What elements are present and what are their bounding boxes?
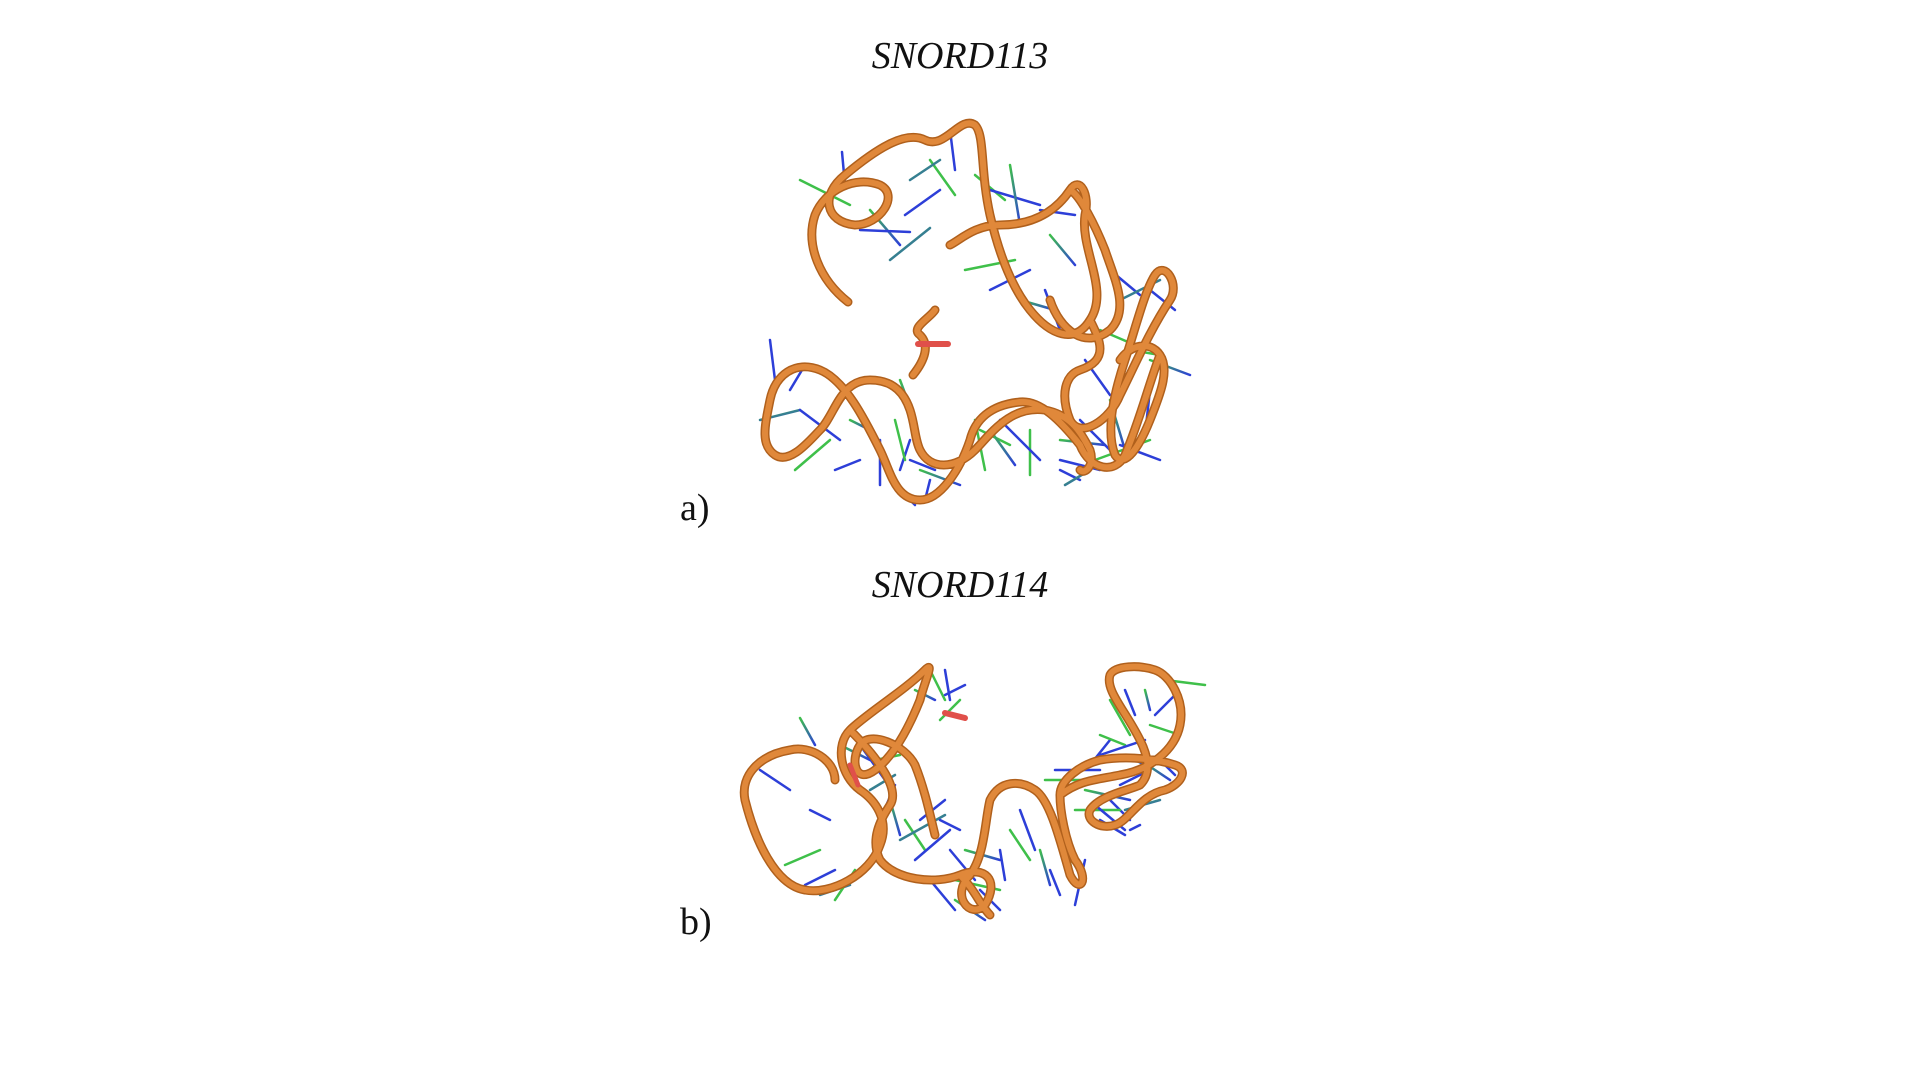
snord114-bases xyxy=(758,668,1207,922)
snord114-terminal-start xyxy=(847,762,861,788)
panel-a-label: a) xyxy=(680,487,710,529)
snord114-terminal-end xyxy=(942,710,968,721)
panel-b-label: b) xyxy=(680,901,712,943)
snord113-backbone xyxy=(760,118,1178,505)
panel-b-title: SNORD114 xyxy=(871,564,1049,606)
panel-a-title: SNORD113 xyxy=(871,35,1049,77)
snord114-structure xyxy=(739,662,1207,922)
snord114-backbone xyxy=(739,662,1187,920)
snord113-structure xyxy=(758,118,1192,507)
